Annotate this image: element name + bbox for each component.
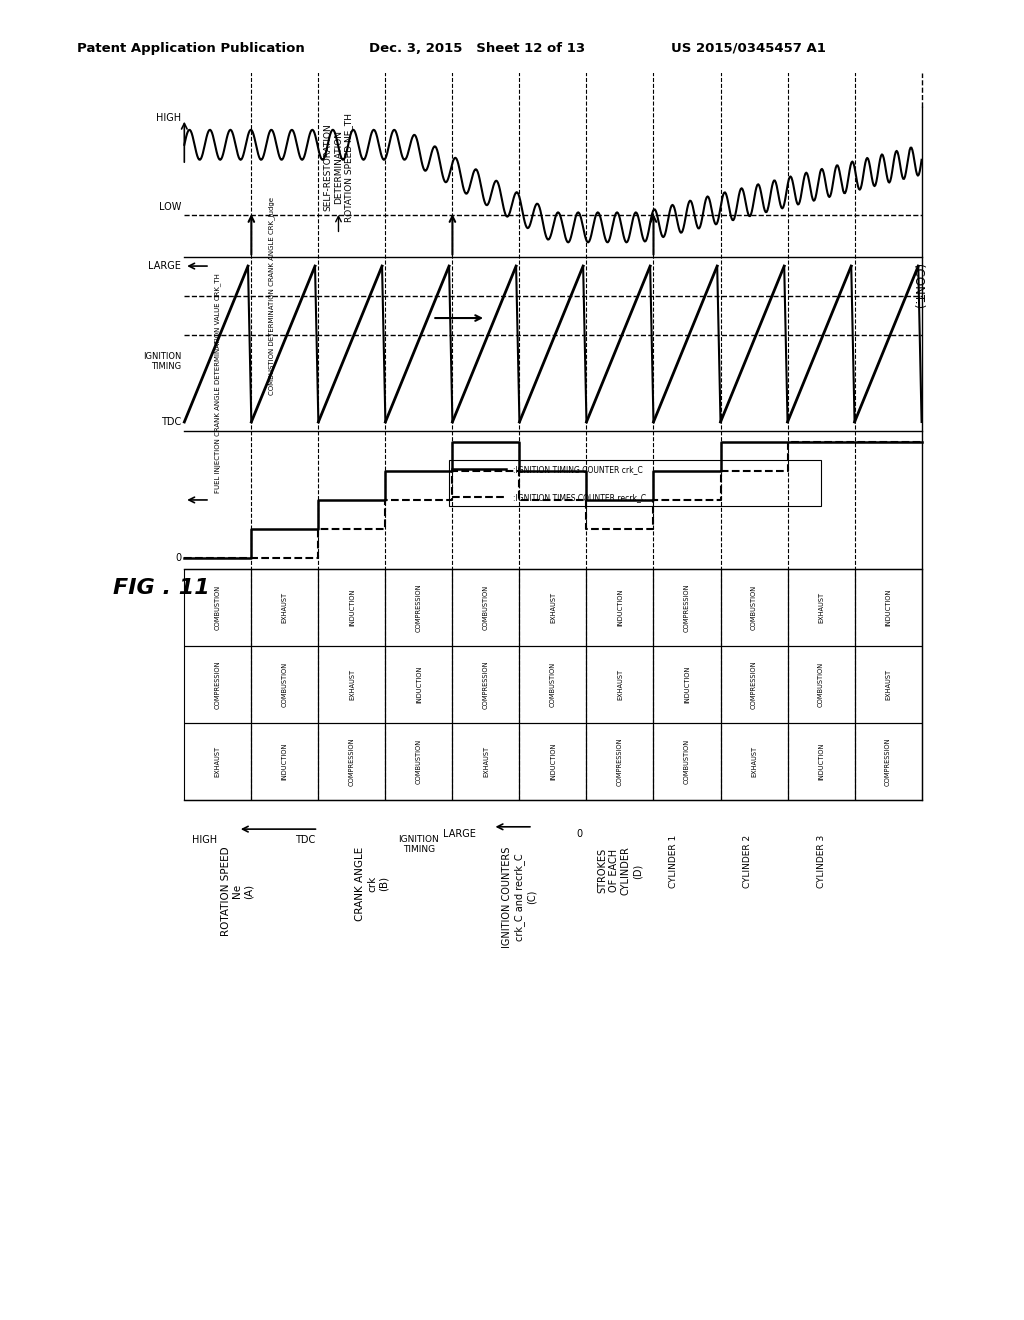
Bar (653, 647, 721, 723)
Text: TDC: TDC (295, 836, 315, 845)
Text: COMBUSTION: COMBUSTION (818, 663, 824, 708)
Text: ROTATION SPEED
Ne
(A): ROTATION SPEED Ne (A) (221, 846, 254, 936)
Text: COMBUSTION: COMBUSTION (215, 585, 221, 631)
Text: (CONT.): (CONT.) (911, 264, 925, 309)
Text: 0: 0 (577, 829, 583, 840)
Bar (721, 723, 787, 800)
Text: INDUCTION: INDUCTION (550, 743, 556, 780)
Text: INDUCTION: INDUCTION (416, 667, 422, 704)
Bar (251, 723, 318, 800)
Text: EXHAUST: EXHAUST (751, 746, 757, 777)
Text: INDUCTION: INDUCTION (282, 743, 288, 780)
Bar (587, 647, 653, 723)
Bar (318, 647, 385, 723)
Bar (587, 569, 653, 647)
Text: COMBUSTION: COMBUSTION (483, 585, 488, 631)
Bar (453, 723, 519, 800)
Text: COMBUSTION DETERMINATION CRANK ANGLE CRK_judge: COMBUSTION DETERMINATION CRANK ANGLE CRK… (268, 198, 274, 396)
Text: COMPRESSION: COMPRESSION (483, 660, 488, 709)
Text: EXHAUST: EXHAUST (349, 669, 355, 701)
Bar (855, 569, 922, 647)
Text: COMPRESSION: COMPRESSION (215, 660, 221, 709)
Text: INDUCTION: INDUCTION (349, 589, 355, 627)
Bar (184, 723, 251, 800)
Text: EXHAUST: EXHAUST (550, 593, 556, 623)
Text: COMPRESSION: COMPRESSION (751, 660, 757, 709)
Text: INDUCTION: INDUCTION (684, 667, 690, 704)
Text: STROKES
OF EACH
CYLINDER
(D): STROKES OF EACH CYLINDER (D) (598, 846, 642, 895)
Text: Patent Application Publication: Patent Application Publication (77, 41, 304, 54)
Bar (519, 569, 587, 647)
Text: EXHAUST: EXHAUST (215, 746, 221, 777)
Bar (787, 647, 855, 723)
Text: SELF-RESTORATION
DETERMINATION
ROTATION SPEED NE_TH: SELF-RESTORATION DETERMINATION ROTATION … (324, 112, 353, 222)
Bar (653, 723, 721, 800)
Bar (653, 569, 721, 647)
Text: :IGNITION TIMES COUNTER recrk_C: :IGNITION TIMES COUNTER recrk_C (513, 492, 646, 502)
Text: EXHAUST: EXHAUST (818, 593, 824, 623)
Bar (787, 569, 855, 647)
Text: FIG . 11: FIG . 11 (113, 578, 209, 598)
Bar (251, 647, 318, 723)
Bar (453, 647, 519, 723)
Text: CYLINDER 1: CYLINDER 1 (669, 836, 678, 888)
Text: LOW: LOW (159, 202, 181, 213)
Bar (721, 569, 787, 647)
Text: COMBUSTION: COMBUSTION (684, 739, 690, 784)
Text: INDUCTION: INDUCTION (617, 589, 623, 627)
Text: COMBUSTION: COMBUSTION (550, 663, 556, 708)
Bar (251, 569, 318, 647)
Bar (450, 461, 821, 507)
Text: HIGH: HIGH (191, 836, 217, 845)
Text: IGNITION COUNTERS
crk_C and recrk_C
(C): IGNITION COUNTERS crk_C and recrk_C (C) (503, 846, 537, 948)
Bar (318, 723, 385, 800)
Text: FUEL INJECTION CRANK ANGLE DETERMINATION VALUE CRK_TH: FUEL INJECTION CRANK ANGLE DETERMINATION… (214, 273, 221, 492)
Text: US 2015/0345457 A1: US 2015/0345457 A1 (671, 41, 825, 54)
Text: COMBUSTION: COMBUSTION (282, 663, 288, 708)
Bar (587, 723, 653, 800)
Text: EXHAUST: EXHAUST (617, 669, 623, 701)
Text: HIGH: HIGH (156, 114, 181, 123)
Text: INDUCTION: INDUCTION (885, 589, 891, 627)
Bar (453, 569, 519, 647)
Bar (721, 647, 787, 723)
Text: CRANK ANGLE
crk
(B): CRANK ANGLE crk (B) (355, 846, 388, 921)
Bar (385, 647, 453, 723)
Text: COMPRESSION: COMPRESSION (416, 583, 422, 632)
Text: EXHAUST: EXHAUST (483, 746, 488, 777)
Text: :IGNITION TIMING COUNTER crk_C: :IGNITION TIMING COUNTER crk_C (513, 465, 642, 474)
Bar (385, 569, 453, 647)
Text: COMBUSTION: COMBUSTION (416, 739, 422, 784)
Text: EXHAUST: EXHAUST (282, 593, 288, 623)
Text: COMPRESSION: COMPRESSION (885, 738, 891, 785)
Text: COMPRESSION: COMPRESSION (684, 583, 690, 632)
Bar (855, 647, 922, 723)
Bar (855, 723, 922, 800)
Bar (519, 723, 587, 800)
Bar (385, 723, 453, 800)
Text: IGNITION
TIMING: IGNITION TIMING (143, 351, 181, 371)
Text: 0: 0 (175, 553, 181, 562)
Bar (519, 647, 587, 723)
Text: COMPRESSION: COMPRESSION (617, 738, 623, 785)
Text: IGNITION
TIMING: IGNITION TIMING (398, 836, 439, 854)
Bar (787, 723, 855, 800)
Text: LARGE: LARGE (442, 829, 475, 840)
Text: TDC: TDC (161, 417, 181, 426)
Text: COMBUSTION: COMBUSTION (751, 585, 757, 631)
Text: CYLINDER 2: CYLINDER 2 (742, 836, 752, 888)
Text: COMPRESSION: COMPRESSION (349, 738, 355, 785)
Bar (184, 647, 251, 723)
Text: CYLINDER 3: CYLINDER 3 (816, 836, 825, 888)
Text: EXHAUST: EXHAUST (885, 669, 891, 701)
Text: LARGE: LARGE (148, 261, 181, 271)
Text: Dec. 3, 2015   Sheet 12 of 13: Dec. 3, 2015 Sheet 12 of 13 (369, 41, 585, 54)
Text: INDUCTION: INDUCTION (818, 743, 824, 780)
Bar (318, 569, 385, 647)
Bar (184, 569, 251, 647)
